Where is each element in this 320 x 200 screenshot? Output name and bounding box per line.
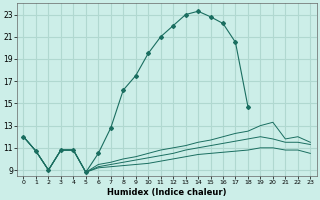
X-axis label: Humidex (Indice chaleur): Humidex (Indice chaleur) xyxy=(107,188,227,197)
